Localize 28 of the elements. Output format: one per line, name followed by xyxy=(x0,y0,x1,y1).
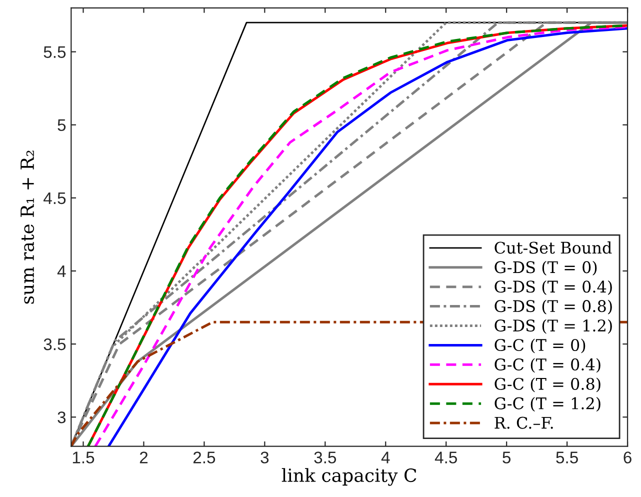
x-tick-label: 2 xyxy=(140,452,148,464)
y-tick-label: 4 xyxy=(57,266,66,278)
x-tick-label: 5.5 xyxy=(556,452,578,464)
x-tick-label: 4 xyxy=(381,452,390,464)
legend-label: G-C (T = 0) xyxy=(494,338,586,354)
x-tick-label: 4.5 xyxy=(434,452,457,464)
x-tick-label: 2.5 xyxy=(193,452,216,464)
x-tick-label: 1.5 xyxy=(72,452,94,464)
legend-label: R. C.–F. xyxy=(494,416,553,429)
x-tick-label: 6 xyxy=(624,452,632,464)
y-tick-label: 3.5 xyxy=(44,338,66,350)
x-tick-label: 3 xyxy=(260,452,269,464)
legend-label: G-C (T = 0.8) xyxy=(494,378,600,392)
x-tick-label: 5 xyxy=(502,452,511,464)
legend-label: G-DS (T = 0) xyxy=(494,260,597,276)
y-axis-title: sum rate R₁ + R₂ xyxy=(20,150,34,304)
legend-label: G-C (T = 0.4) xyxy=(494,358,600,373)
legend-label: G-C (T = 1.2) xyxy=(494,397,600,412)
y-tick-label: 4.5 xyxy=(44,192,66,204)
legend-label: G-DS (T = 1.2) xyxy=(494,319,612,334)
legend-label: Cut-Set Bound xyxy=(494,241,612,254)
y-tick-label: 5 xyxy=(58,119,66,132)
y-tick-label: 3 xyxy=(58,411,66,424)
y-tick-label: 5.5 xyxy=(44,46,66,58)
x-tick-label: 3.5 xyxy=(314,452,336,464)
legend-label: G-DS (T = 0.4) xyxy=(494,280,612,295)
legend-label: G-DS (T = 0.8) xyxy=(494,300,612,314)
x-axis-title: link capacity C xyxy=(282,468,416,486)
